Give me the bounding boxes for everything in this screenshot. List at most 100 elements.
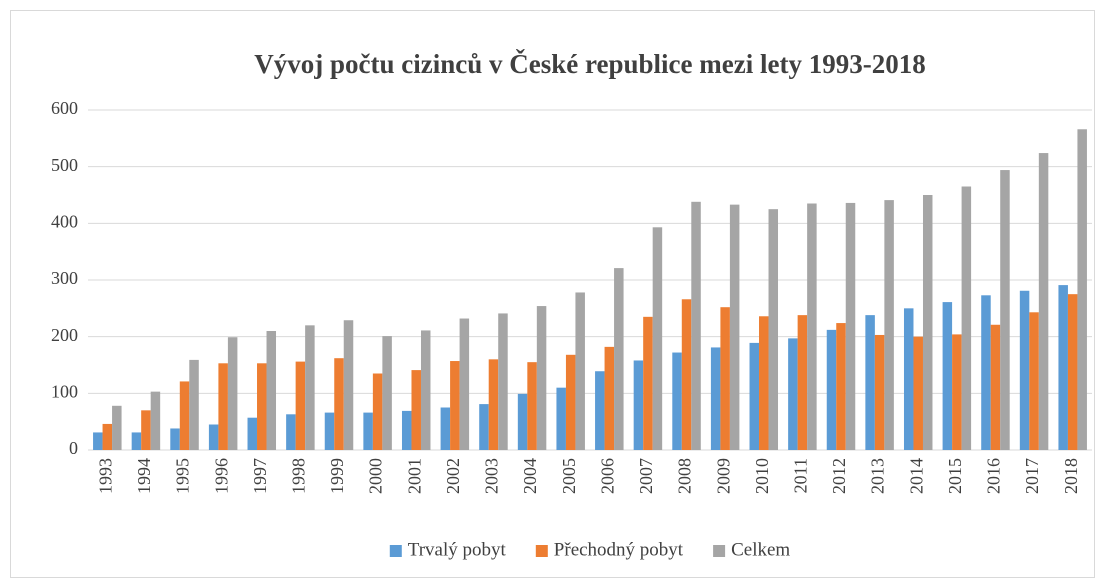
x-tick-label: 2000 bbox=[366, 458, 386, 494]
x-tick-label: 1998 bbox=[289, 458, 309, 494]
bar bbox=[247, 417, 258, 450]
x-tick-label: 2014 bbox=[906, 458, 926, 494]
x-tick-label: 2017 bbox=[1022, 458, 1042, 494]
x-tick-label: 1999 bbox=[327, 458, 347, 494]
y-tick-label: 300 bbox=[51, 268, 78, 288]
bar bbox=[990, 324, 1001, 450]
bar bbox=[575, 292, 585, 450]
x-tick-label: 2006 bbox=[597, 458, 617, 494]
bar bbox=[266, 331, 277, 450]
bar bbox=[527, 362, 537, 450]
bar bbox=[1038, 153, 1049, 451]
bar bbox=[112, 405, 122, 450]
x-tick-label: 2003 bbox=[482, 458, 502, 494]
bar bbox=[93, 432, 103, 450]
y-tick-label: 200 bbox=[51, 325, 78, 345]
y-tick-label: 0 bbox=[69, 438, 78, 458]
x-tick-label: 1997 bbox=[250, 458, 270, 494]
bar bbox=[102, 423, 113, 450]
y-tick-label: 500 bbox=[51, 155, 78, 175]
x-tick-label: 2010 bbox=[752, 458, 772, 494]
bar bbox=[488, 359, 499, 450]
legend-label: Celkem bbox=[731, 539, 790, 560]
legend-swatch bbox=[713, 545, 726, 557]
x-tick-label: 2012 bbox=[829, 458, 849, 494]
x-tick-label: 2016 bbox=[984, 458, 1004, 494]
bar bbox=[884, 200, 894, 450]
bar bbox=[633, 360, 644, 450]
x-tick-label: 2007 bbox=[636, 458, 656, 494]
bar bbox=[536, 306, 547, 450]
bar bbox=[179, 381, 190, 450]
x-tick-label: 2002 bbox=[443, 458, 463, 494]
bar bbox=[420, 330, 431, 450]
x-tick-label: 2004 bbox=[520, 458, 540, 494]
bar bbox=[874, 334, 885, 450]
bar bbox=[681, 299, 692, 450]
legend-label: Trvalý pobyt bbox=[408, 539, 507, 560]
bar bbox=[595, 371, 605, 450]
bar bbox=[797, 315, 808, 450]
bar bbox=[208, 424, 219, 450]
bar bbox=[1077, 129, 1087, 450]
bar bbox=[257, 363, 267, 450]
bar bbox=[1058, 285, 1068, 450]
bar bbox=[643, 316, 653, 450]
bar bbox=[517, 393, 528, 450]
legend-label: Přechodný pobyt bbox=[554, 539, 684, 560]
bar bbox=[141, 410, 151, 450]
bar bbox=[826, 329, 837, 450]
x-tick-label: 2009 bbox=[713, 458, 733, 494]
bar bbox=[952, 334, 962, 450]
bar bbox=[672, 352, 682, 450]
chart-border bbox=[10, 10, 1095, 578]
bar bbox=[1029, 312, 1039, 450]
x-tick-label: 1993 bbox=[95, 458, 115, 494]
bar bbox=[710, 347, 721, 450]
bar bbox=[807, 203, 817, 450]
x-tick-label: 2001 bbox=[404, 458, 424, 494]
bar bbox=[1067, 294, 1078, 450]
bar bbox=[759, 316, 769, 450]
bar bbox=[170, 428, 180, 450]
bar bbox=[865, 315, 875, 450]
chart-title: Vývoj počtu cizinců v České republice me… bbox=[254, 49, 925, 79]
x-tick-label: 1995 bbox=[173, 458, 193, 494]
x-tick-label: 1994 bbox=[134, 458, 154, 494]
bar bbox=[729, 204, 740, 450]
bar bbox=[440, 407, 451, 450]
bar bbox=[479, 404, 489, 450]
bar bbox=[450, 361, 460, 450]
bar bbox=[411, 370, 421, 450]
y-tick-label: 100 bbox=[51, 381, 78, 401]
bar bbox=[401, 410, 412, 450]
bar bbox=[295, 361, 306, 450]
bar bbox=[720, 307, 730, 450]
bar bbox=[1000, 170, 1010, 451]
bar bbox=[565, 354, 576, 450]
bar bbox=[334, 358, 344, 450]
bar bbox=[459, 318, 470, 450]
bar bbox=[382, 336, 392, 450]
bar bbox=[150, 391, 161, 450]
bar bbox=[788, 338, 798, 450]
bar bbox=[343, 320, 354, 450]
bar bbox=[922, 195, 933, 450]
bar bbox=[836, 323, 846, 450]
bar bbox=[903, 308, 914, 450]
y-tick-label: 400 bbox=[51, 211, 78, 231]
bar bbox=[324, 412, 335, 450]
x-tick-label: 2018 bbox=[1061, 458, 1081, 494]
bar bbox=[913, 336, 923, 450]
bar bbox=[227, 337, 238, 450]
bar bbox=[286, 414, 296, 450]
bar bbox=[498, 313, 508, 450]
x-tick-label: 2015 bbox=[945, 458, 965, 494]
legend-swatch bbox=[389, 545, 402, 557]
bar bbox=[942, 302, 953, 450]
bar bbox=[691, 201, 701, 450]
bar bbox=[845, 202, 856, 450]
y-tick-label: 600 bbox=[51, 98, 78, 118]
bar bbox=[652, 227, 663, 450]
